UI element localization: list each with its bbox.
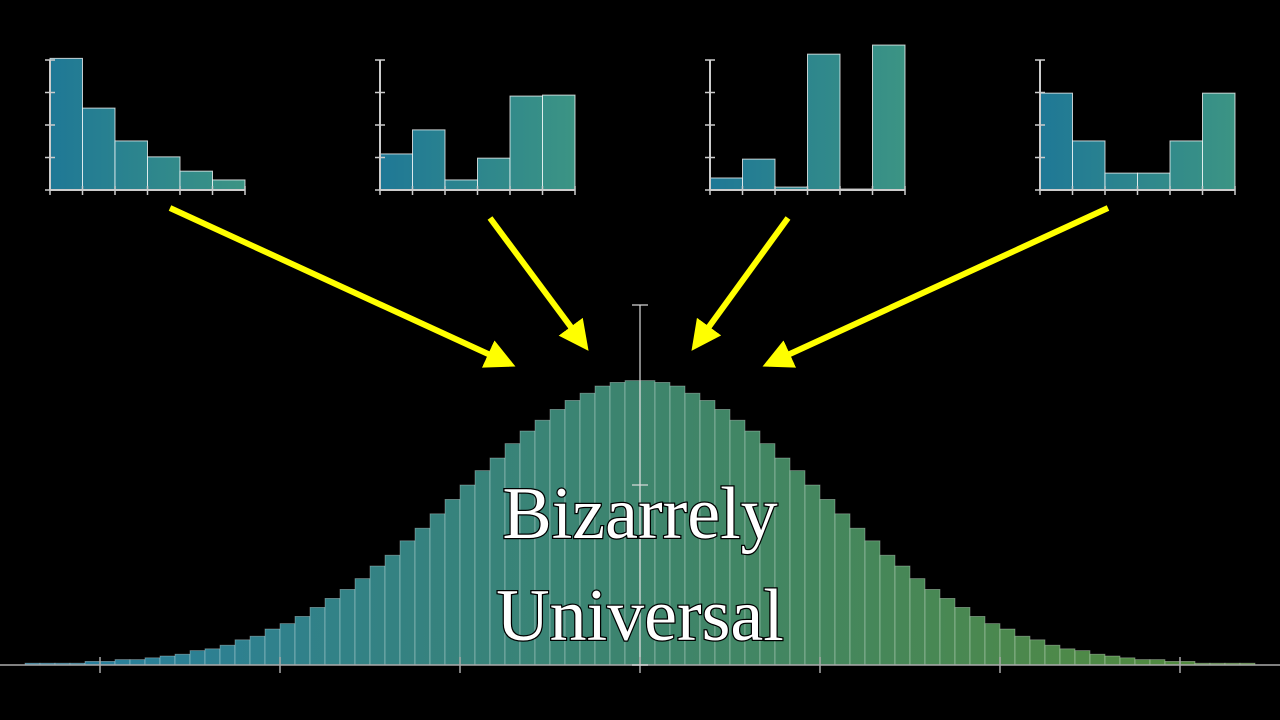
bar: [369, 565, 386, 666]
bar: [1089, 653, 1106, 666]
bar: [804, 484, 821, 666]
bar: [1149, 659, 1166, 666]
bar: [234, 639, 251, 666]
bar: [954, 607, 971, 666]
bar: [849, 527, 866, 666]
bar: [114, 659, 131, 666]
bar: [129, 659, 146, 666]
bar: [444, 179, 478, 191]
bar: [1059, 648, 1076, 666]
bar: [1137, 172, 1171, 191]
bar: [819, 498, 836, 666]
bar: [872, 44, 906, 191]
small-histogram: [705, 44, 906, 195]
bar: [339, 589, 356, 666]
bar: [1104, 655, 1121, 666]
bar: [379, 153, 413, 191]
bar: [212, 179, 246, 191]
bar: [879, 554, 896, 666]
bar: [144, 657, 161, 666]
bar: [159, 655, 176, 666]
bar: [459, 484, 476, 666]
bar: [429, 513, 446, 666]
bar: [939, 598, 956, 666]
bar: [49, 57, 83, 191]
bar: [969, 616, 986, 666]
charts: [0, 44, 1280, 673]
bell-histogram: [0, 304, 1280, 673]
bar: [864, 540, 881, 666]
title-line: Universal: [496, 575, 784, 657]
bar: [1202, 92, 1236, 191]
bar: [477, 157, 511, 191]
bar: [219, 644, 236, 666]
bar: [807, 53, 841, 191]
bar: [789, 470, 806, 666]
bar: [324, 598, 341, 666]
bar: [999, 628, 1016, 666]
arrow: [762, 205, 1110, 368]
bar: [984, 623, 1001, 666]
arrows: [168, 205, 1110, 368]
bar: [412, 129, 446, 191]
bar: [834, 513, 851, 666]
arrow: [691, 216, 791, 351]
bar: [924, 589, 941, 666]
arrow: [168, 205, 516, 368]
bar: [249, 635, 266, 666]
bar: [354, 578, 371, 666]
bar: [279, 623, 296, 666]
bar: [444, 498, 461, 666]
bar: [1029, 639, 1046, 666]
bar: [1074, 650, 1091, 666]
bar: [1072, 140, 1106, 191]
bar: [414, 527, 431, 666]
bar: [509, 95, 543, 191]
small-histogram: [45, 57, 246, 195]
small-histogram: [1035, 59, 1236, 195]
bar: [1044, 644, 1061, 666]
bar: [1104, 172, 1138, 191]
bar: [82, 107, 116, 191]
bar: [542, 94, 576, 191]
bar: [309, 607, 326, 666]
bar: [189, 650, 206, 666]
bar: [147, 156, 181, 191]
title-line: Bizarrely: [502, 473, 777, 555]
bar: [174, 653, 191, 666]
bar: [204, 648, 221, 666]
bar: [1039, 92, 1073, 191]
bar: [909, 578, 926, 666]
arrow: [487, 216, 589, 351]
bar: [294, 616, 311, 666]
bar: [1169, 140, 1203, 191]
bar: [474, 470, 491, 666]
bar: [1014, 635, 1031, 666]
bar: [399, 540, 416, 666]
bar: [1119, 657, 1136, 666]
small-histogram: [375, 59, 576, 195]
bar: [114, 140, 148, 191]
bar: [384, 554, 401, 666]
bar: [1134, 659, 1151, 666]
bar: [709, 177, 743, 191]
bar: [742, 158, 776, 191]
bar: [179, 170, 213, 191]
bar: [264, 628, 281, 666]
bar: [894, 565, 911, 666]
